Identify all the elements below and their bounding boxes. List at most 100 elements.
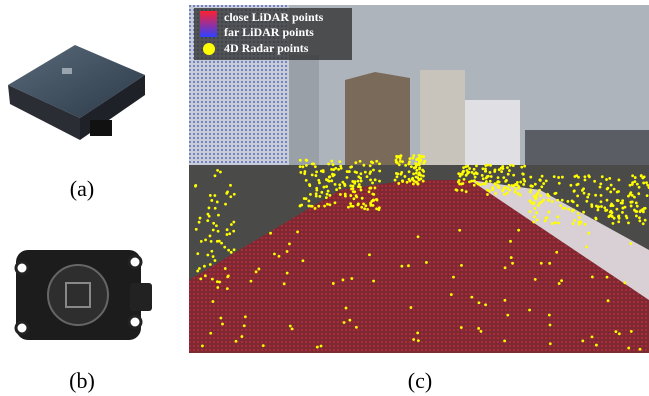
radar-point: [363, 207, 366, 210]
radar-point: [396, 172, 399, 175]
radar-point: [326, 179, 329, 182]
radar-point: [646, 194, 649, 197]
radar-point: [312, 163, 315, 166]
radar-point: [329, 194, 332, 197]
radar-point: [522, 183, 525, 186]
radar-point: [570, 184, 573, 187]
radar-point: [353, 197, 356, 200]
radar-point: [250, 280, 253, 283]
radar-point: [196, 270, 199, 273]
radar-point: [482, 177, 485, 180]
radar-point: [509, 240, 512, 243]
radar-point: [299, 171, 302, 174]
radar-point: [215, 224, 218, 227]
radar-point: [224, 267, 227, 270]
radar-point: [318, 195, 321, 198]
radar-point: [257, 268, 260, 271]
legend-label: far LiDAR points: [224, 25, 314, 39]
radar-point: [642, 182, 645, 185]
radar-point: [573, 219, 576, 222]
radar-point: [554, 221, 557, 224]
radar-point: [314, 174, 317, 177]
radar-point: [489, 180, 492, 183]
radar-point: [334, 201, 337, 204]
radar-point: [539, 178, 542, 181]
radar-point: [485, 177, 488, 180]
radar-point: [557, 222, 560, 225]
radar-point: [415, 169, 418, 172]
radar-point: [482, 182, 485, 185]
radar-point: [209, 194, 212, 197]
radar-point: [409, 180, 412, 183]
radar-point: [573, 175, 576, 178]
radar-point: [209, 263, 212, 266]
radar-point: [368, 187, 371, 190]
radar-point: [508, 169, 511, 172]
radar-point: [458, 179, 461, 182]
figure: (a) (b) close LiDAR points far LiDAR poi…: [0, 0, 649, 396]
radar-point: [585, 246, 588, 249]
radar-point: [194, 185, 197, 188]
radar-point: [311, 205, 314, 208]
radar-point: [315, 192, 318, 195]
radar-point: [345, 307, 348, 310]
radar-point: [325, 185, 328, 188]
radar-point: [494, 192, 497, 195]
radar-point: [455, 188, 458, 191]
radar-point: [609, 204, 612, 207]
radar-point: [486, 189, 489, 192]
radar-point: [226, 228, 229, 231]
radar-point: [460, 326, 463, 329]
radar-point: [341, 181, 344, 184]
radar-point: [582, 187, 585, 190]
radar-point: [572, 222, 575, 225]
radar-point: [463, 178, 466, 181]
radar-point: [609, 191, 612, 194]
radar-point: [216, 286, 219, 289]
radar-point: [540, 185, 543, 188]
radar-point: [623, 281, 626, 284]
radar-point: [537, 204, 540, 207]
radar-point: [407, 264, 410, 267]
radar-point: [404, 164, 407, 167]
radar-point: [421, 169, 424, 172]
radar-point: [228, 232, 231, 235]
radar-point: [422, 180, 425, 183]
radar-point: [327, 190, 330, 193]
radar-point: [360, 189, 363, 192]
radar-point: [335, 188, 338, 191]
radar-point: [412, 157, 415, 160]
radar-point: [617, 199, 620, 202]
radar-point: [536, 218, 539, 221]
radar-point: [470, 180, 473, 183]
legend-label: close LiDAR points: [224, 10, 324, 24]
radar-point: [226, 190, 229, 193]
radar-point: [617, 220, 620, 223]
radar-point: [638, 186, 641, 189]
radar-point: [606, 188, 609, 191]
radar-point: [506, 166, 509, 169]
radar-point: [462, 182, 465, 185]
radar-point: [400, 173, 403, 176]
radar-point: [458, 229, 461, 232]
radar-point: [517, 229, 520, 232]
radar-point: [629, 201, 632, 204]
radar-point: [555, 192, 558, 195]
radar-point: [219, 317, 222, 320]
radar-point: [540, 262, 543, 265]
panel-label: (b): [69, 368, 95, 393]
radar-point: [584, 175, 587, 178]
radar-point: [323, 205, 326, 208]
radar-point: [354, 161, 357, 164]
radar-point: [629, 191, 632, 194]
panel-label: (c): [408, 368, 432, 393]
radar-point: [636, 183, 639, 186]
radar-point: [604, 209, 607, 212]
radar-point: [214, 259, 217, 262]
radar-point: [613, 188, 616, 191]
radar-point: [544, 219, 547, 222]
radar-point: [307, 200, 310, 203]
radar-point: [538, 189, 541, 192]
radar-point: [359, 186, 362, 189]
radar-point: [484, 303, 487, 306]
